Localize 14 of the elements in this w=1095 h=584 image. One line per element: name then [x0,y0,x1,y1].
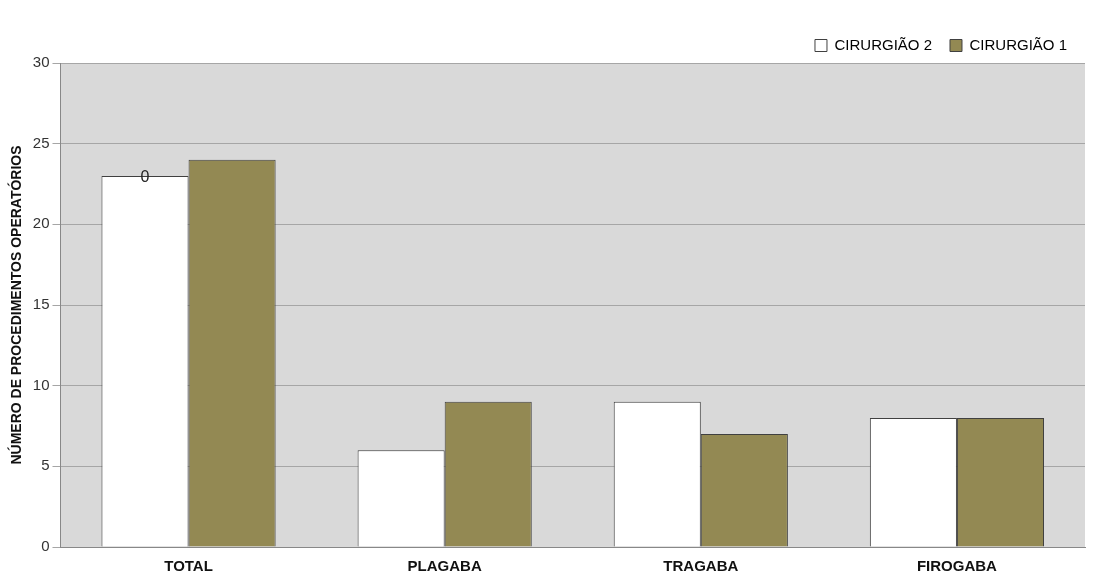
x-tick-label: FIROGABA [916,557,998,575]
y-tick-label: 5 [41,456,50,474]
y-tick-label: 0 [41,537,50,555]
x-tick-label: TRAGABA [663,557,739,575]
y-axis-title: NÚMERO DE PROCEDIMENTOS OPERATÓRIOS [7,145,25,465]
x-tick-label: PLAGABA [407,557,482,575]
y-tick-label: 15 [32,295,50,313]
y-tick-label: 30 [32,53,50,71]
x-tick-label: TOTAL [164,557,213,575]
y-tick-label: 20 [32,214,50,232]
legend-label: CIRURGIÃO 2 [834,35,932,53]
y-tick-label: 25 [32,133,50,151]
y-tick-label: 10 [32,375,50,393]
legend-label: CIRURGIÃO 1 [969,35,1067,53]
